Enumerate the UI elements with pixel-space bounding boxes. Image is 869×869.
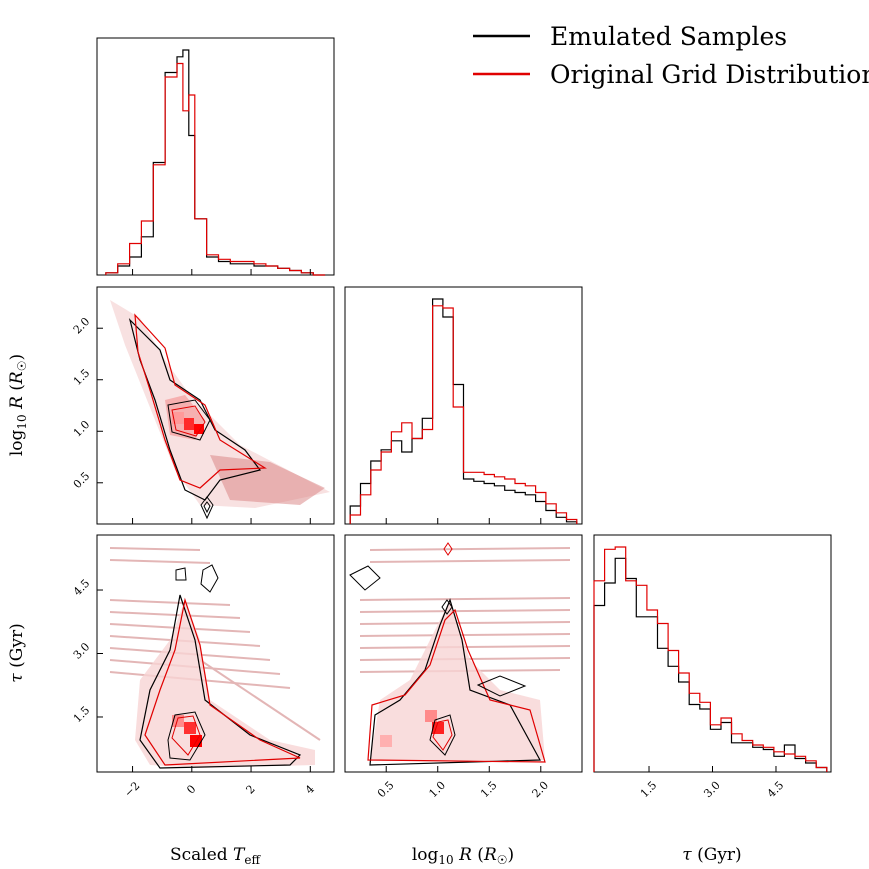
density-logr-teff (110, 300, 330, 520)
legend-label-original: Original Grid Distribution (550, 60, 869, 89)
x-tick-label-teff: 0 (184, 782, 198, 796)
hist-logr-original (349, 305, 578, 524)
legend: Emulated Samples Original Grid Distribut… (473, 22, 869, 89)
x-tick-label-logr: 2.0 (530, 779, 552, 801)
x-tick-label-teff: 2 (244, 782, 258, 796)
panel-tau-vs-logr (344, 534, 583, 773)
contour-original (144, 597, 301, 766)
x-tick-label-tau: 1.5 (638, 779, 660, 801)
x-axis-label-logr: log10 R (R☉) (412, 845, 514, 867)
density-tau-teff (109, 547, 321, 769)
x-tick-label-teff: −2 (122, 779, 143, 800)
y-tick-label-tau: 4.5 (71, 577, 93, 599)
hist-tau-original (593, 546, 828, 772)
contour-original (367, 608, 546, 763)
panel-teff-hist (96, 37, 335, 276)
y-tick-label-logr: 2.0 (71, 315, 93, 337)
y-tick-label-logr: 0.5 (71, 470, 93, 492)
x-axis-label-tau: τ (Gyr) (682, 845, 741, 865)
y-tick-label-tau: 1.5 (71, 704, 93, 726)
hist-tau-emulated (593, 557, 828, 772)
x-tick-label-tau: 4.5 (765, 779, 787, 801)
x-tick-label-logr: 1.5 (478, 779, 500, 801)
panel-logr-vs-teff (96, 286, 335, 525)
contour-emulated (369, 598, 541, 766)
x-tick-label-logr: 1.0 (426, 779, 448, 801)
x-tick-label-tau: 3.0 (701, 779, 723, 801)
y-tick-label-logr: 1.0 (71, 418, 93, 440)
x-tick-label-logr: 0.5 (375, 779, 397, 801)
density-tau-logr (349, 542, 571, 766)
hist-teff-emulated (105, 49, 326, 276)
y-axis-label-tau: τ (Gyr) (7, 623, 27, 682)
hist-teff-original (105, 62, 326, 276)
x-tick-label-teff: 4 (303, 782, 317, 796)
contour-original (134, 313, 267, 489)
y-tick-label-tau: 3.0 (71, 640, 93, 662)
panel-logr-hist (344, 286, 583, 525)
y-tick-label-logr: 1.5 (71, 366, 93, 388)
y-axis-label-logr: log10 R (R☉) (7, 354, 29, 456)
legend-label-emulated: Emulated Samples (550, 22, 787, 51)
contour-emulated (139, 594, 302, 769)
x-axis-label-teff: Scaled Teff (170, 845, 262, 867)
panel-tau-hist (593, 534, 832, 773)
